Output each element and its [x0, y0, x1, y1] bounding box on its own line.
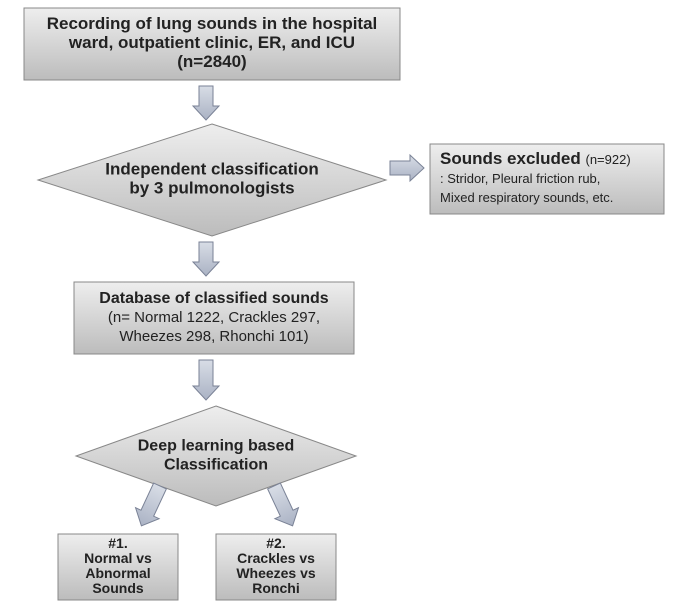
node-independent-line-0: Independent classification [105, 160, 319, 179]
arrow-recording-to-independent [193, 86, 219, 120]
node-result2-line-1: Crackles vs [237, 550, 315, 566]
arrow-deeplearning-to-result2 [262, 481, 304, 532]
node-result1-line-2: Abnormal [85, 565, 150, 581]
node-deeplearning-line-0: Deep learning based [138, 438, 295, 455]
node-database-line-1: (n= Normal 1222, Crackles 297, [108, 309, 320, 326]
node-result2-line-2: Wheezes vs [236, 565, 316, 581]
node-recording-line-1: ward, outpatient clinic, ER, and ICU [68, 33, 355, 52]
node-result2-line-3: Ronchi [252, 580, 299, 596]
node-recording: Recording of lung sounds in the hospital… [24, 8, 400, 80]
node-result1-line-3: Sounds [92, 580, 144, 596]
node-result2-line-0: #2. [266, 535, 285, 551]
node-recording-line-2: (n=2840) [177, 52, 246, 71]
arrow-independent-to-database [193, 242, 219, 276]
arrow-independent-to-excluded [390, 155, 424, 181]
node-excluded: Sounds excluded (n=922) : Stridor, Pleura… [430, 144, 664, 214]
arrow-deeplearning-to-result1 [130, 481, 172, 532]
node-deeplearning-line-1: Classification [164, 457, 268, 474]
node-excluded-line-2: Mixed respiratory sounds, etc. [440, 190, 613, 205]
node-excluded-line-0: Sounds excluded (n=922) [440, 149, 631, 168]
node-database-line-0: Database of classified sounds [99, 290, 329, 307]
node-result1-line-0: #1. [108, 535, 127, 551]
node-independent: Independent classificationby 3 pulmonolo… [38, 124, 386, 236]
node-database-line-2: Wheezes 298, Rhonchi 101) [119, 328, 308, 345]
node-result1-line-1: Normal vs [84, 550, 152, 566]
node-independent-line-1: by 3 pulmonologists [129, 179, 294, 198]
node-recording-line-0: Recording of lung sounds in the hospital [47, 14, 378, 33]
node-result1: #1.Normal vsAbnormalSounds [58, 534, 178, 600]
node-result2: #2.Crackles vsWheezes vsRonchi [216, 534, 336, 600]
node-deeplearning: Deep learning based Classification [76, 406, 356, 506]
arrow-database-to-deeplearning [193, 360, 219, 400]
node-database: Database of classified sounds (n= Normal … [74, 282, 354, 354]
node-excluded-line-1: : Stridor, Pleural friction rub, [440, 171, 600, 186]
